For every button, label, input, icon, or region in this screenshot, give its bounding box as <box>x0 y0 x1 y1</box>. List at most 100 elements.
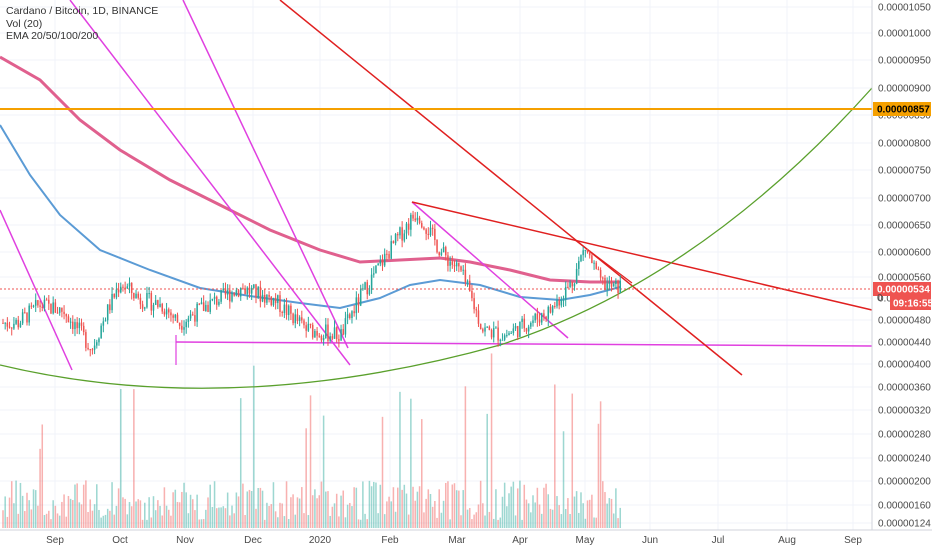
candle-body <box>434 228 436 240</box>
candle-body <box>102 321 105 326</box>
candle-body <box>270 296 273 306</box>
volume-bar <box>309 395 312 528</box>
candle-body <box>4 322 6 324</box>
y-tick-label: 0.00000700 <box>878 194 931 205</box>
volume-bar <box>277 517 279 528</box>
candle-body <box>274 297 277 304</box>
volume-bar <box>239 398 242 528</box>
volume-bar <box>185 492 187 528</box>
volume-bar <box>329 515 331 528</box>
candle-body <box>250 287 253 294</box>
volume-bar <box>207 497 209 528</box>
volume-bar <box>222 506 225 528</box>
candle-body <box>122 286 124 288</box>
resistance-line <box>279 0 743 376</box>
candle-body <box>510 332 512 334</box>
volume-bar <box>451 484 454 528</box>
candle-body <box>261 294 264 302</box>
volume-bar <box>425 498 427 528</box>
candle-body <box>226 290 229 295</box>
volume-bar <box>296 497 299 528</box>
volume-bar <box>471 519 473 528</box>
volume-bar <box>501 496 504 528</box>
candle-body <box>211 298 214 301</box>
candle-body <box>560 299 563 306</box>
volume-bar <box>578 512 580 528</box>
candle-body <box>283 304 286 313</box>
volume-bar <box>261 490 264 528</box>
y-tick-label: 0.00000440 <box>878 338 931 349</box>
y-tick-label: 0.00000950 <box>878 56 931 67</box>
volume-bar <box>370 486 373 528</box>
volume-bar <box>259 487 262 528</box>
volume-bar <box>442 500 445 528</box>
candle-body <box>617 280 619 294</box>
volume-bar <box>540 513 543 528</box>
trend-drawings[interactable] <box>0 0 873 389</box>
volume-bar <box>17 513 20 528</box>
volume-bar <box>19 482 22 528</box>
candle-body <box>333 327 336 339</box>
candle-body <box>519 321 521 337</box>
volume-bar <box>246 491 249 528</box>
candle-body <box>503 335 506 340</box>
volume-bar <box>290 497 292 528</box>
candle-body <box>237 290 240 297</box>
volume-bar <box>253 365 255 528</box>
candle-body <box>120 286 122 293</box>
volume-bar <box>144 502 146 528</box>
candle-body <box>525 328 528 332</box>
volume-bar <box>534 502 536 528</box>
candle-body <box>318 335 321 337</box>
candle-body <box>154 300 157 305</box>
volume-bar <box>56 513 59 528</box>
volume-bar <box>126 514 129 528</box>
candle-body <box>346 314 349 319</box>
candle-body <box>351 311 353 319</box>
candle-body <box>447 255 449 266</box>
volume-bar <box>479 480 482 528</box>
candle-body <box>407 223 410 230</box>
volume-bar <box>183 482 185 528</box>
volume-bar <box>475 512 478 528</box>
resistance-line <box>411 201 873 311</box>
candle-body <box>54 302 57 313</box>
volume-bar <box>122 497 124 528</box>
y-tick-label: 0.00000160 <box>878 501 931 512</box>
candle-body <box>45 299 48 301</box>
volume-bar <box>523 484 526 528</box>
volume-bar <box>615 488 617 528</box>
candle-body <box>58 307 61 313</box>
volume-bar <box>455 490 458 528</box>
volume-bar <box>54 505 57 528</box>
candle-body <box>239 287 242 297</box>
candle-body <box>21 312 24 324</box>
candle-body <box>80 322 83 326</box>
volume-bar <box>82 484 85 528</box>
candle-body <box>538 319 541 323</box>
y-tick-label: 0.00000900 <box>878 84 931 95</box>
volume-bar <box>468 507 471 528</box>
volume-bar <box>91 510 94 528</box>
candle-body <box>342 329 345 335</box>
x-tick-label: Mar <box>448 535 466 546</box>
y-tick-label: 0.00001050 <box>878 3 931 14</box>
volume-bar <box>580 492 582 528</box>
candle-body <box>257 286 259 298</box>
volume-bar <box>571 393 574 528</box>
candle-body <box>543 313 545 317</box>
candle-body <box>165 309 168 315</box>
x-tick-label: 2020 <box>309 535 332 546</box>
volume-bar <box>377 513 379 528</box>
candle-body <box>202 302 205 311</box>
volume-bar <box>237 496 240 528</box>
candle-body <box>74 322 76 330</box>
volume-bar <box>292 494 294 528</box>
volume-bar <box>619 507 622 528</box>
candle-body <box>263 294 266 303</box>
candle-body <box>189 314 192 319</box>
candle-body <box>87 347 89 350</box>
volume-bar <box>346 504 349 528</box>
